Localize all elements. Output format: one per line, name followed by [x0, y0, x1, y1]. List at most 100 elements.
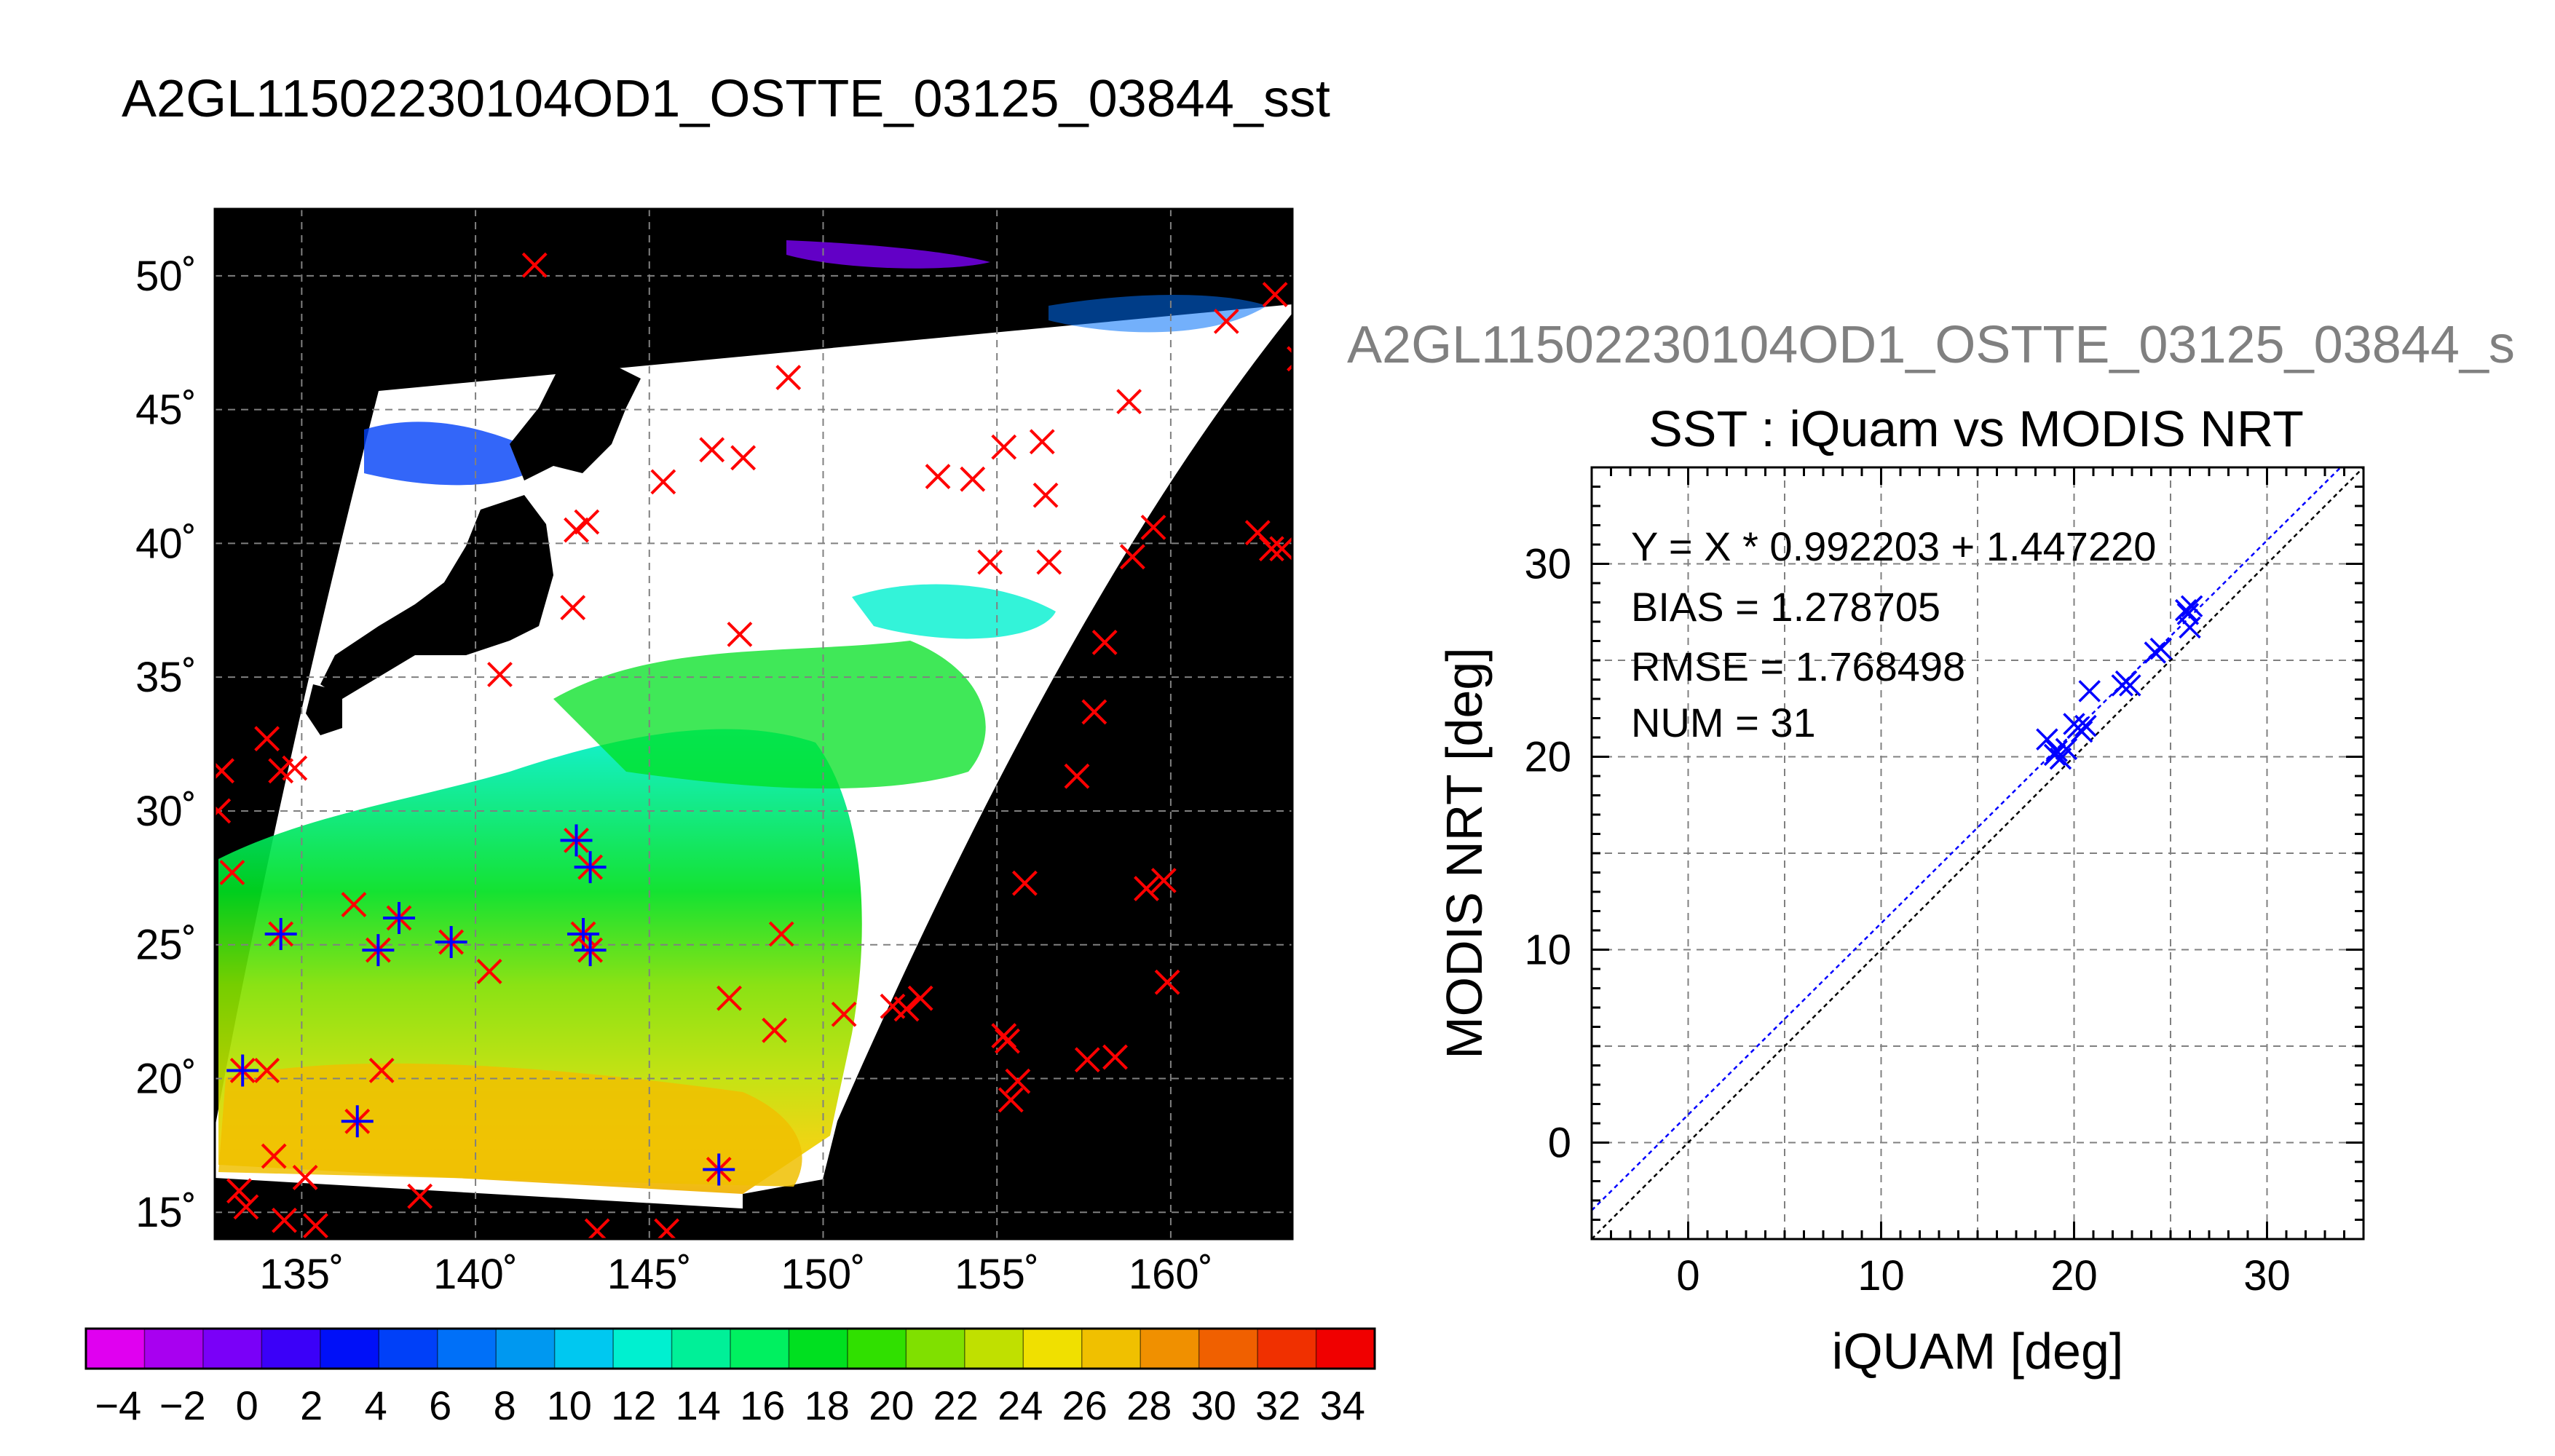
map-frame: [213, 207, 1294, 1241]
lat-tick-label: 20˚: [135, 1055, 197, 1102]
colorbar-swatch: [379, 1329, 438, 1369]
colorbar-swatch: [730, 1329, 790, 1369]
land-asia: [371, 218, 481, 393]
matchup-marker: [1074, 1047, 1100, 1073]
matchup-marker: [831, 1001, 857, 1027]
stats-equation: Y = X * 0.992203 + 1.447220: [1631, 523, 2156, 569]
matchup-marker: [233, 1194, 259, 1220]
colorbar-swatch: [1198, 1329, 1259, 1369]
matchup-marker: [977, 549, 1003, 575]
colorbar-tick-label: 4: [365, 1382, 387, 1428]
scatter-ticks: 0 10 20 30 0 10 20 30: [1524, 467, 2364, 1299]
colorbar-tick-label: 26: [1062, 1382, 1107, 1428]
colorbar-tick-label: 22: [933, 1382, 979, 1428]
matchup-marker: [272, 1207, 297, 1233]
lon-tick-label: 155˚: [955, 1251, 1039, 1298]
stats-rmse: RMSE = 1.768498: [1631, 644, 1965, 689]
matchup-marker: [960, 466, 986, 492]
lat-tick-label: 25˚: [135, 922, 197, 969]
colorbar-swatch: [261, 1329, 321, 1369]
matchup-marker: [1134, 876, 1159, 901]
matchup-marker: [219, 860, 245, 885]
x-tick-label: 10: [1857, 1252, 1905, 1299]
matchup-marker-matched: [383, 901, 416, 934]
matchup-marker: [1119, 544, 1145, 570]
land-sakhalin: [466, 218, 568, 364]
identity-line: [1591, 467, 2364, 1240]
sst-field-warm: [218, 1063, 802, 1187]
lon-tick-label: 150˚: [781, 1251, 865, 1298]
matchup-marker: [998, 1087, 1024, 1113]
lat-tick-label: 45˚: [135, 387, 197, 434]
colorbar-tick-label: 34: [1320, 1382, 1365, 1428]
matchup-marker: [1116, 389, 1142, 415]
colorbar-tick-label: 10: [547, 1382, 592, 1428]
matchup-marker-matched: [362, 934, 395, 967]
lon-tick-label: 135˚: [259, 1251, 344, 1298]
matchup-marker: [476, 959, 502, 984]
colorbar-tick-label: −2: [159, 1382, 206, 1428]
colorbar-swatch: [1257, 1329, 1317, 1369]
stats-num: NUM = 31: [1631, 700, 1816, 745]
lat-tick-label: 35˚: [135, 654, 197, 701]
colorbar-swatch: [906, 1329, 965, 1369]
matchup-marker: [368, 1058, 395, 1083]
matchup-marker: [1005, 1068, 1031, 1094]
matchup-marker-matched: [264, 918, 297, 951]
stats-bias: BIAS = 1.278705: [1631, 584, 1940, 630]
x-tick-label: 0: [1676, 1252, 1699, 1299]
matchup-marker: [907, 985, 933, 1011]
matchup-marker: [1091, 629, 1118, 655]
map-grid: [215, 209, 1292, 1239]
matchup-marker: [1262, 282, 1288, 308]
colorbar-tick-label: 8: [494, 1382, 516, 1428]
colorbar-swatch: [1140, 1329, 1200, 1369]
sst-field-cold-ne: [1049, 295, 1267, 333]
scatter-point: [2043, 743, 2066, 767]
matchup-marker: [991, 434, 1017, 460]
lon-tick-label: 160˚: [1129, 1251, 1213, 1298]
y-tick-label: 10: [1524, 927, 1571, 974]
fit-line: [1591, 467, 2342, 1211]
matchup-marker-matched: [341, 1105, 374, 1138]
colorbar-swatch: [1316, 1329, 1375, 1369]
lon-tick-label: 140˚: [433, 1251, 518, 1298]
matchup-marker: [1269, 536, 1292, 562]
scatter-point: [2179, 616, 2201, 639]
scatter-point: [2070, 720, 2093, 743]
matchup-marker: [1102, 1044, 1128, 1070]
colorbar-swatch: [202, 1329, 263, 1369]
x-axis-label: iQUAM [deg]: [1832, 1323, 2124, 1380]
colorbar-tick-label: 18: [805, 1382, 850, 1428]
colorbar-swatch: [671, 1329, 731, 1369]
colorbar-tick-label: −4: [95, 1382, 141, 1428]
matchup-marker: [1036, 549, 1062, 575]
matchup-marker: [407, 1183, 433, 1209]
colorbar-tick-label: 12: [611, 1382, 656, 1428]
matchup-marker: [1258, 536, 1284, 562]
lat-tick-label: 30˚: [135, 788, 197, 835]
matchup-marker-matched: [560, 824, 593, 857]
colorbar-swatch: [964, 1329, 1024, 1369]
matchup-marker-matched: [574, 934, 607, 967]
matchup-marker: [1029, 429, 1055, 455]
colorbar-swatch: [613, 1329, 673, 1369]
sst-map: 135˚ 140˚ 145˚ 150˚ 155˚ 160˚ 50˚ 45˚ 40˚ 35˚ 30˚ 2…: [135, 207, 1294, 1298]
x-tick-label: 30: [2243, 1252, 2291, 1299]
map-markers: [215, 252, 1292, 1239]
matchup-marker: [925, 464, 951, 489]
colorbar-swatch: [496, 1329, 556, 1369]
scatter-point: [2074, 714, 2097, 737]
colorbar-swatch: [1023, 1329, 1083, 1369]
colorbar-swatch: [320, 1329, 380, 1369]
matchup-marker: [727, 621, 753, 647]
matchup-marker: [1213, 308, 1239, 334]
scatter-point: [2078, 680, 2101, 703]
colorbar-tick-label: 0: [236, 1382, 258, 1428]
scatter-lines: [1591, 467, 2364, 1240]
matchup-marker: [893, 996, 920, 1022]
scatter-point: [2045, 740, 2068, 762]
matchup-marker: [254, 1058, 280, 1083]
colorbar: −4 −2 0 2 4 6 8 10 12 14 16 18 20 22 24 26 28 30 32 34: [84, 1327, 1376, 1428]
matchup-marker: [564, 517, 589, 543]
